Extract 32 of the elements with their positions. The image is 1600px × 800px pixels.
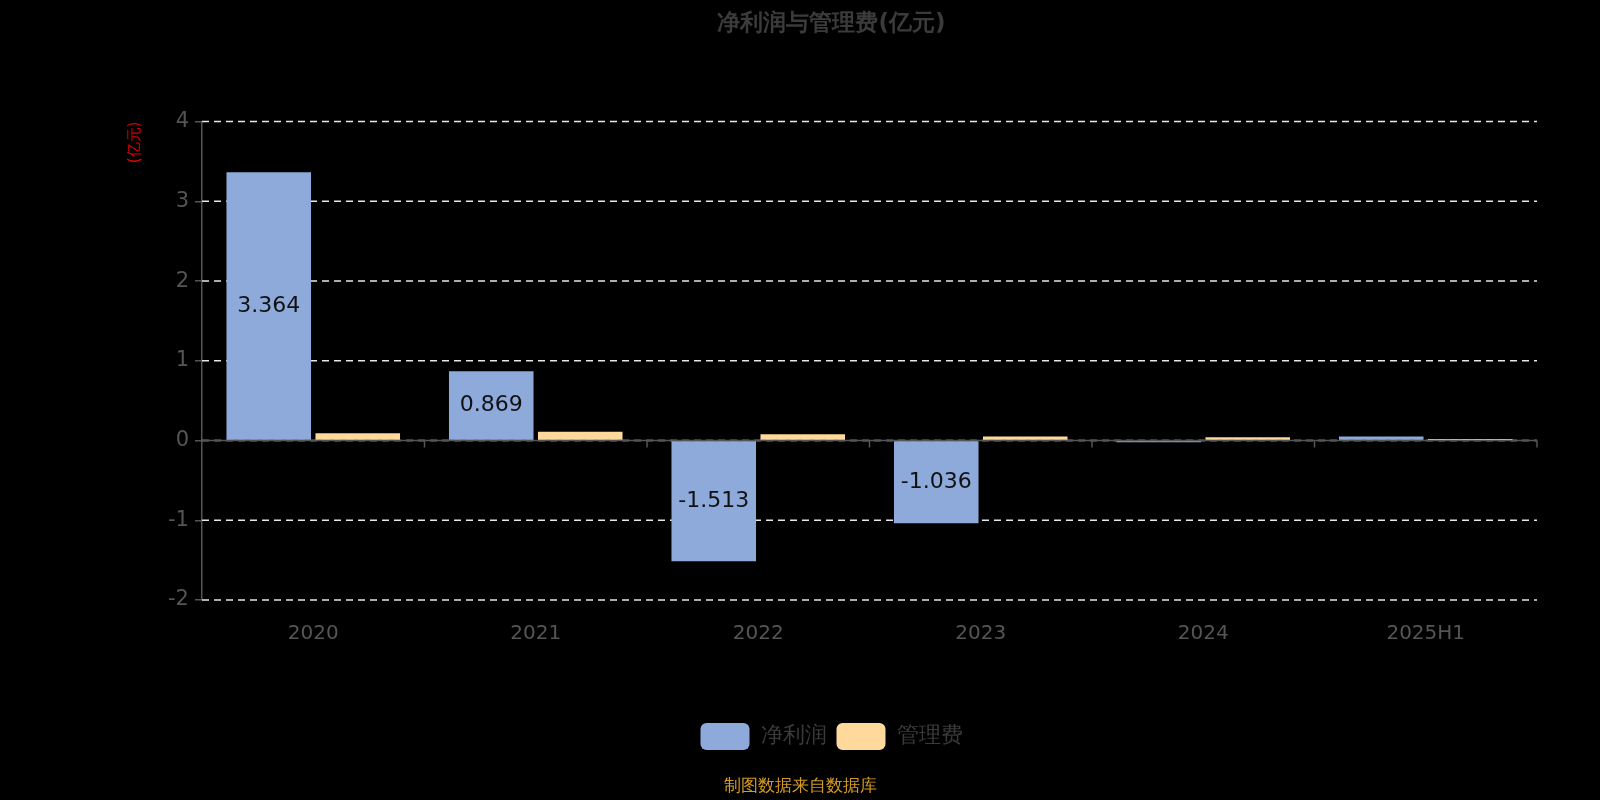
x-tick-label: 2021 (510, 620, 562, 645)
text: 制图数据来自数据库 (723, 775, 877, 796)
bar (448, 371, 534, 440)
bar (671, 441, 757, 562)
y-tick-label: -2 (168, 586, 189, 611)
data-label: 3.364 (237, 291, 301, 317)
bar (982, 436, 1068, 440)
data-label: -1.036 (900, 467, 972, 493)
data-label: 0.869 (459, 391, 523, 417)
y-tick-label: -1 (168, 506, 189, 531)
bar (537, 431, 623, 440)
bar (893, 441, 979, 524)
x-tick-label: 2020 (287, 620, 339, 645)
legend-label: 管理费 (896, 722, 963, 748)
bar (315, 433, 401, 440)
y-tick-label: 2 (175, 267, 189, 292)
x-tick-label: 2024 (1177, 620, 1229, 645)
chart-title: 净利润与管理费(亿元) (717, 8, 946, 35)
y-tick-label: 4 (175, 108, 189, 133)
bar (760, 434, 846, 440)
y-tick-label: 1 (175, 347, 189, 372)
y-axis-title: (亿元) (124, 121, 143, 164)
x-tick-label: 2022 (732, 620, 784, 645)
x-tick-label: 2025H1 (1386, 620, 1466, 645)
legend-label: 净利润 (760, 722, 827, 748)
bar (1338, 436, 1424, 440)
bar (1205, 437, 1291, 440)
y-tick-label: 3 (175, 187, 189, 212)
x-tick-label: 2023 (955, 620, 1007, 645)
y-tick-label: 0 (175, 426, 189, 451)
bar (226, 172, 312, 440)
data-label: -1.513 (678, 486, 750, 512)
